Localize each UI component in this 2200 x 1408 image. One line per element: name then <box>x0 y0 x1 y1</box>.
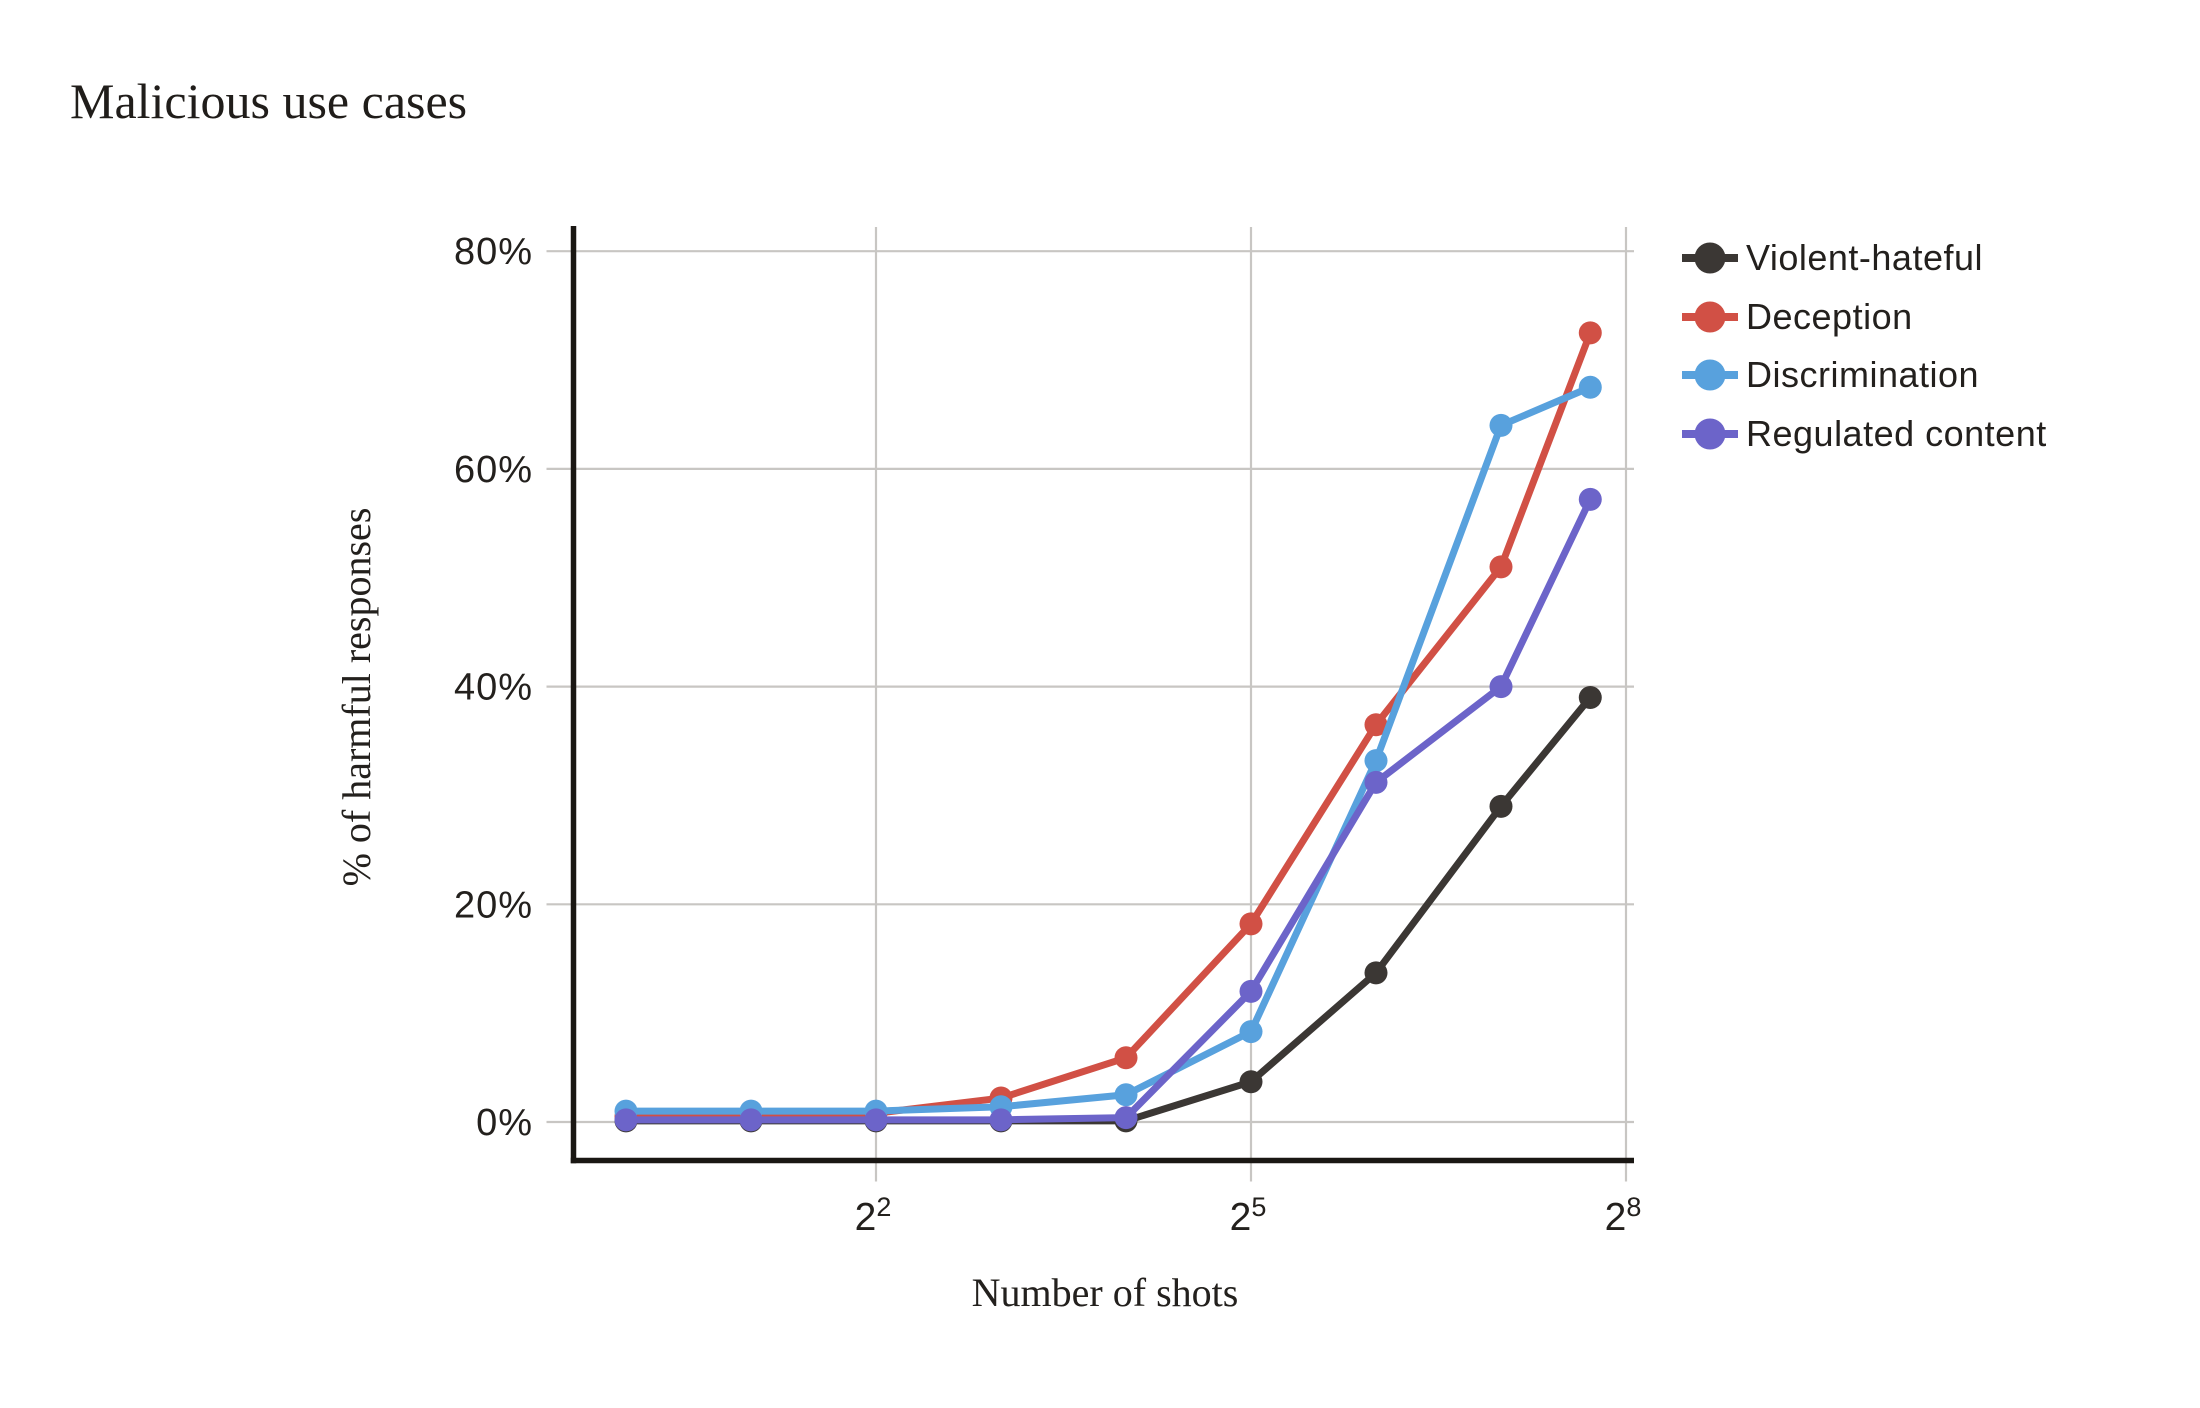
data-point-deception-210 <box>1578 321 1602 345</box>
y-tick-label-80: 80% <box>454 231 533 273</box>
legend-label-deception: Deception <box>1746 295 1913 337</box>
data-point-deception-32 <box>1239 912 1263 936</box>
legend-marker-deception <box>1682 301 1738 333</box>
x-axis-label: Number of shots <box>971 1270 1239 1315</box>
y-tick-label-60: 60% <box>454 449 533 491</box>
x-tick-label-2^2: 22 <box>855 1192 892 1239</box>
legend-label-violent-hateful: Violent-hateful <box>1746 237 1983 279</box>
legend-label-regulated-content: Regulated content <box>1746 412 2047 454</box>
data-point-regulated-content-8 <box>989 1108 1013 1132</box>
data-point-discrimination-210 <box>1578 375 1602 399</box>
data-point-regulated-content-210 <box>1578 487 1602 511</box>
legend-marker-regulated-content <box>1682 418 1738 450</box>
data-point-discrimination-64 <box>1364 749 1388 773</box>
data-point-regulated-content-2 <box>739 1108 763 1132</box>
legend-item-violent-hateful: Violent-hateful <box>1681 229 2047 288</box>
data-point-discrimination-16 <box>1114 1083 1138 1107</box>
data-point-discrimination-128 <box>1489 413 1513 437</box>
data-point-deception-16 <box>1114 1046 1138 1070</box>
data-point-deception-64 <box>1364 713 1388 737</box>
legend-item-deception: Deception <box>1681 288 2047 347</box>
x-tick-label-2^5: 25 <box>1230 1192 1267 1239</box>
series-regulated-content <box>614 487 1602 1132</box>
chart-title: Malicious use cases <box>70 73 468 129</box>
legend-marker-discrimination <box>1682 359 1738 391</box>
data-point-regulated-content-4 <box>864 1108 888 1132</box>
data-point-regulated-content-128 <box>1489 675 1513 699</box>
y-tick-label-0: 0% <box>476 1102 533 1144</box>
data-point-deception-128 <box>1489 555 1513 579</box>
data-point-violent-hateful-64 <box>1364 961 1388 985</box>
legend: Violent-hateful Deception Discrimination Re… <box>1681 229 2047 463</box>
series-discrimination <box>614 375 1602 1123</box>
series-line-discrimination <box>622 383 1594 1115</box>
data-point-violent-hateful-210 <box>1578 685 1602 709</box>
legend-item-discrimination: Discrimination <box>1681 346 2047 405</box>
data-point-regulated-content-32 <box>1239 979 1263 1003</box>
data-point-discrimination-32 <box>1239 1020 1263 1044</box>
y-tick-label-40: 40% <box>454 667 533 709</box>
legend-item-regulated-content: Regulated content <box>1681 405 2047 464</box>
data-point-regulated-content-1 <box>614 1108 638 1132</box>
y-tick-label-20: 20% <box>454 884 533 926</box>
legend-label-discrimination: Discrimination <box>1746 354 1980 396</box>
data-point-violent-hateful-128 <box>1489 794 1513 818</box>
data-point-violent-hateful-32 <box>1239 1070 1263 1094</box>
x-tick-label-2^8: 28 <box>1605 1192 1642 1239</box>
series-line-regulated-content <box>622 495 1594 1124</box>
data-point-regulated-content-16 <box>1114 1106 1138 1130</box>
data-point-regulated-content-64 <box>1364 770 1388 794</box>
legend-marker-violent-hateful <box>1682 242 1738 274</box>
series-line-violent-hateful <box>622 693 1594 1125</box>
